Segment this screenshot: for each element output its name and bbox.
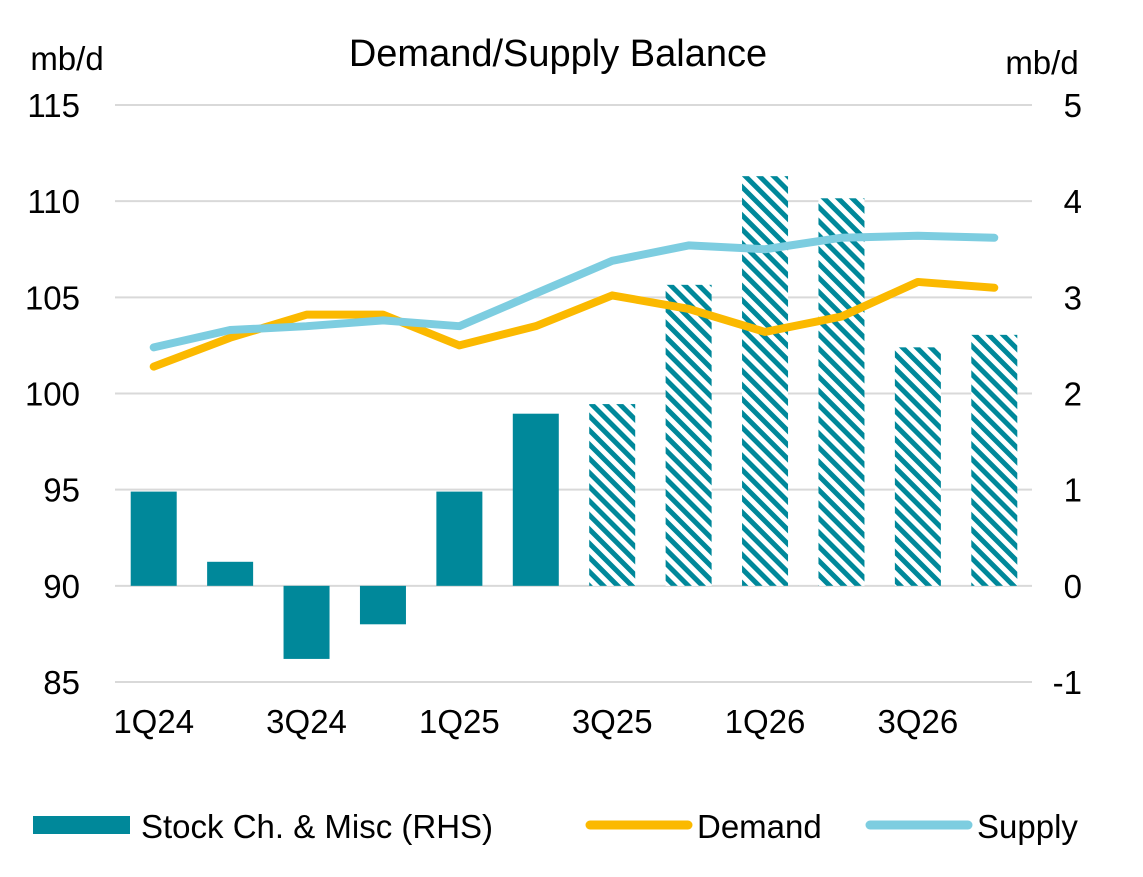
left-tick-label: 105 xyxy=(25,279,80,316)
legend-label-supply: Supply xyxy=(977,808,1078,845)
right-tick-label: 3 xyxy=(1064,279,1082,316)
right-tick-label: 5 xyxy=(1064,87,1082,124)
x-tick-label: 3Q25 xyxy=(572,703,653,740)
left-axis-unit: mb/d xyxy=(30,40,103,77)
supply-line xyxy=(149,231,999,352)
x-tick-label: 1Q24 xyxy=(113,703,194,740)
left-tick-label: 90 xyxy=(43,568,80,605)
legend-label-demand: Demand xyxy=(697,808,822,845)
left-tick-label: 110 xyxy=(27,183,80,220)
legend-swatch-stock-change xyxy=(33,816,130,834)
bar-forecast xyxy=(665,284,712,586)
x-tick-label: 3Q24 xyxy=(266,703,347,740)
bar xyxy=(283,585,330,659)
bar xyxy=(207,561,254,586)
right-tick-label: 2 xyxy=(1064,376,1082,413)
right-tick-label: -1 xyxy=(1053,664,1082,701)
right-tick-label: 0 xyxy=(1064,568,1082,605)
left-tick-label: 100 xyxy=(25,376,80,413)
bar-forecast xyxy=(818,198,865,586)
bar xyxy=(130,491,177,586)
legend-label-stock-change: Stock Ch. & Misc (RHS) xyxy=(141,808,493,845)
bar-forecast xyxy=(742,176,789,586)
bar xyxy=(359,585,406,625)
right-axis-unit: mb/d xyxy=(1005,44,1078,81)
legend: Stock Ch. & Misc (RHS) Demand Supply xyxy=(33,808,1078,845)
chart-title: Demand/Supply Balance xyxy=(349,33,767,75)
left-tick-label: 85 xyxy=(43,664,80,701)
x-tick-label: 3Q26 xyxy=(878,703,959,740)
demand-line xyxy=(149,277,999,371)
bar-forecast xyxy=(894,347,941,586)
left-tick-label: 95 xyxy=(43,472,80,509)
bar xyxy=(512,413,559,586)
bar-forecast xyxy=(589,404,636,586)
bar-forecast xyxy=(971,334,1018,586)
left-tick-label: 115 xyxy=(27,87,80,124)
x-tick-label: 1Q26 xyxy=(725,703,806,740)
right-tick-label: 4 xyxy=(1064,183,1082,220)
right-tick-label: 1 xyxy=(1064,472,1082,509)
bar xyxy=(436,491,483,586)
x-tick-label: 1Q25 xyxy=(419,703,500,740)
